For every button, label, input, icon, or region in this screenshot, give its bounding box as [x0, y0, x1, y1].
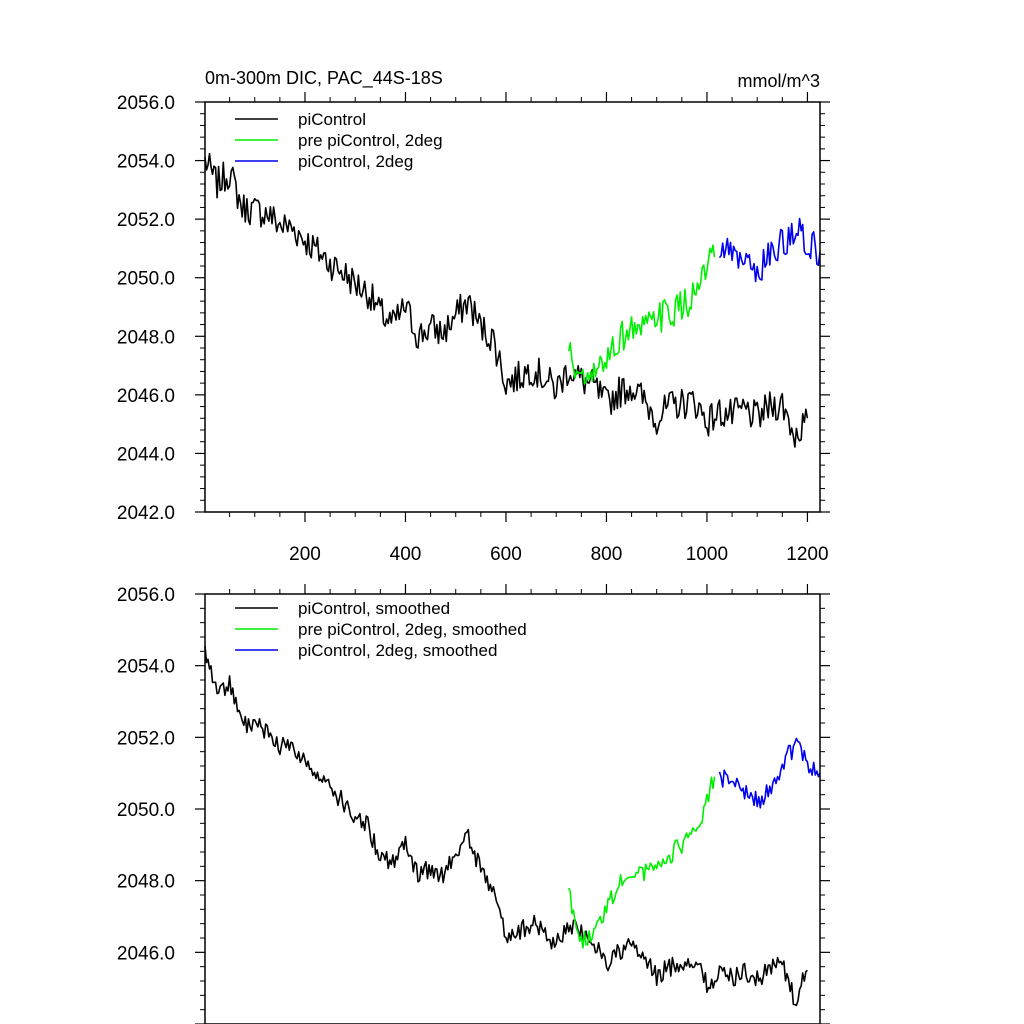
y-tick-label: 2048.0: [117, 327, 175, 348]
series-line: [568, 244, 716, 385]
bottom-tick-labels: 2046.0 2048.0 2050.0 2052.0 2054.0 2056.0: [117, 585, 175, 964]
y-tick-label: 2046.0: [117, 943, 175, 964]
x-tick-label: 1200: [786, 544, 828, 565]
series-line: [718, 737, 821, 809]
y-tick-label: 2052.0: [117, 210, 175, 231]
y-tick-label: 2054.0: [117, 657, 175, 678]
x-tick-label: 200: [289, 544, 321, 565]
legend-label: piControl, smoothed: [298, 599, 450, 618]
chart-title: 0m-300m DIC, PAC_44S-18S: [205, 68, 443, 89]
top-series-lines: [204, 152, 821, 448]
bottom-legend: piControl, smoothed pre piControl, 2deg, …: [235, 599, 527, 660]
legend-label: piControl, 2deg, smoothed: [298, 641, 497, 660]
y-tick-label: 2050.0: [117, 269, 175, 290]
y-tick-label: 2056.0: [117, 93, 175, 114]
x-tick-label: 600: [490, 544, 522, 565]
x-tick-label: 800: [591, 544, 623, 565]
top-plot-frame: [204, 101, 821, 513]
series-line: [204, 152, 809, 448]
y-tick-label: 2050.0: [117, 800, 175, 821]
top-axis-ticks: [195, 92, 830, 522]
x-tick-label: 1000: [686, 544, 728, 565]
y-tick-label: 2056.0: [117, 585, 175, 606]
legend-label: pre piControl, 2deg: [298, 131, 443, 150]
series-line: [718, 217, 821, 283]
y-tick-label: 2044.0: [117, 444, 175, 465]
top-legend: piControl pre piControl, 2deg piControl, 2…: [235, 110, 443, 171]
series-line: [568, 776, 716, 949]
legend-label: piControl: [298, 110, 366, 129]
y-tick-label: 2046.0: [117, 386, 175, 407]
top-chart-panel: 0m-300m DIC, PAC_44S-18S mmol/m^3 2042.0…: [117, 68, 830, 565]
series-line: [204, 645, 808, 1007]
bottom-series-lines: [204, 645, 821, 1007]
y-tick-label: 2054.0: [117, 152, 175, 173]
units-label: mmol/m^3: [738, 71, 820, 91]
y-tick-label: 2042.0: [117, 503, 175, 524]
bottom-chart-panel: 2046.0 2048.0 2050.0 2052.0 2054.0 2056.0 piC…: [117, 584, 830, 1024]
bottom-axis-ticks: [195, 584, 830, 1024]
legend-label: pre piControl, 2deg, smoothed: [298, 620, 527, 639]
y-tick-label: 2048.0: [117, 872, 175, 893]
x-tick-label: 400: [390, 544, 422, 565]
legend-label: piControl, 2deg: [298, 152, 413, 171]
y-tick-label: 2052.0: [117, 728, 175, 749]
bottom-plot-frame: [204, 593, 821, 1024]
top-tick-labels: 2042.0 2044.0 2046.0 2048.0 2050.0 2052.0 2054…: [117, 93, 829, 565]
